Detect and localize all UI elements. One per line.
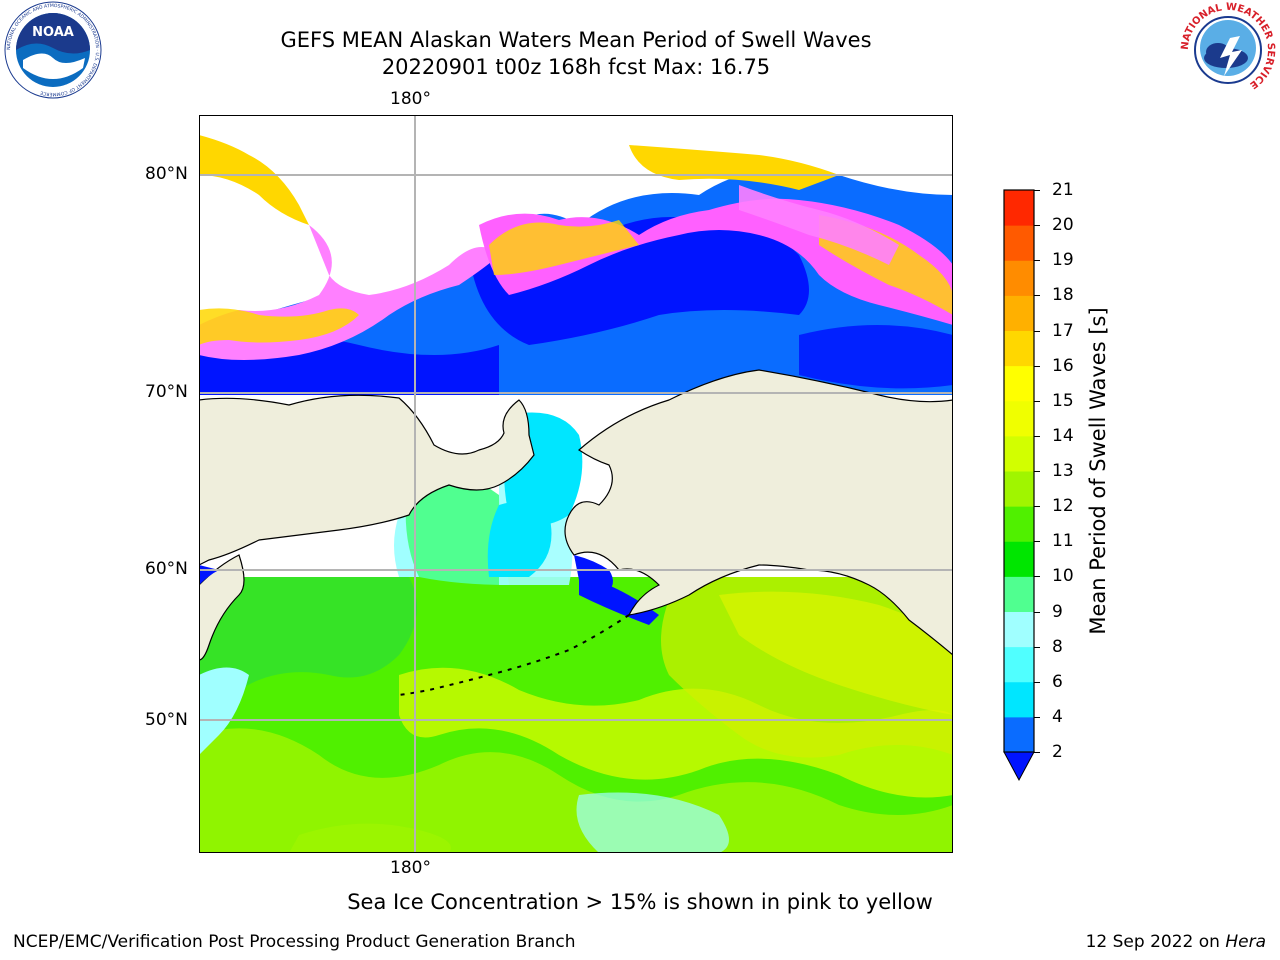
- colorbar-tick-mark: [1034, 400, 1040, 402]
- colorbar-tick-mark: [1034, 330, 1040, 332]
- sea-ice-note: Sea Ice Concentration > 15% is shown in …: [347, 890, 933, 914]
- noaa-logo-text: NOAA: [32, 25, 74, 40]
- colorbar-tick-mark: [1034, 295, 1040, 297]
- colorbar-tick-label: 17: [1052, 320, 1074, 341]
- colorbar-tick-label: 6: [1052, 671, 1063, 692]
- low-swell-region: [574, 555, 613, 595]
- map-subtitle: 20220901 t00z 168h fcst Max: 16.75: [381, 55, 771, 79]
- colorbar: [1000, 186, 1040, 786]
- colorbar-tick-mark: [1034, 576, 1040, 578]
- colorbar-segment: [1004, 541, 1034, 577]
- colorbar-tick-mark: [1034, 541, 1040, 543]
- nws-logo: NATIONAL WEATHER SERVICE: [1178, 0, 1278, 100]
- colorbar-segment: [1004, 681, 1034, 718]
- colorbar-segment: [1004, 190, 1034, 226]
- map-svg: [199, 115, 953, 853]
- colorbar-segment: [1004, 260, 1034, 296]
- swell-patch: [576, 792, 729, 853]
- sea-ice-region: [199, 135, 309, 225]
- colorbar-segment: [1004, 435, 1034, 472]
- colorbar-tick-mark: [1034, 225, 1040, 227]
- colorbar-under-triangle: [1003, 751, 1035, 782]
- colorbar-tick-label: 21: [1052, 180, 1074, 200]
- swell-patch: [289, 823, 451, 853]
- colorbar-tick-mark: [1034, 435, 1040, 437]
- sea-ice-region: [199, 308, 359, 345]
- colorbar-tick-label: 8: [1052, 636, 1063, 657]
- footer-date: 12 Sep 2022 on Hera: [1086, 932, 1266, 952]
- colorbar-tick-mark: [1034, 681, 1040, 683]
- sea-ice-region: [629, 145, 839, 190]
- noaa-logo: NOAA NATIONAL OCEANIC AND ATMOSPHERIC AD…: [3, 0, 103, 100]
- colorbar-tick-label: 16: [1052, 355, 1074, 376]
- colorbar-tick-mark: [1034, 752, 1040, 753]
- swell-patch: [719, 591, 953, 715]
- footer-host: Hera: [1225, 932, 1266, 952]
- swell-patch: [199, 667, 249, 755]
- lat-label-60n: 60°N: [145, 559, 188, 579]
- lat-label-70n: 70°N: [145, 382, 188, 402]
- colorbar-tick-label: 15: [1052, 390, 1074, 411]
- colorbar-tick-label: 13: [1052, 461, 1074, 481]
- lon-label-bottom: 180°: [390, 858, 431, 878]
- lon-label-top: 180°: [390, 89, 431, 109]
- colorbar-tick-label: 18: [1052, 285, 1074, 306]
- colorbar-segment: [1004, 400, 1034, 437]
- strait-swell-region: [487, 501, 552, 577]
- colorbar-tick-mark: [1034, 611, 1040, 613]
- colorbar-tick-label: 10: [1052, 566, 1074, 587]
- swell-patch: [199, 577, 417, 715]
- colorbar-tick-mark: [1034, 190, 1040, 191]
- colorbar-tick-mark: [1034, 506, 1040, 508]
- swell-patch: [199, 728, 953, 853]
- no-data-region: [199, 115, 953, 338]
- colorbar-tick-mark: [1034, 716, 1040, 718]
- map-panel: [199, 115, 953, 853]
- swell-patch: [405, 472, 509, 585]
- colorbar-tick-mark: [1034, 260, 1040, 262]
- graticule: [199, 115, 953, 853]
- colorbar-segment: [1004, 646, 1034, 683]
- colorbar-segment: [1004, 611, 1034, 648]
- colorbar-tick-label: 20: [1052, 215, 1074, 236]
- aleutian-islands: [398, 614, 630, 696]
- colorbar-segment: [1004, 716, 1034, 753]
- colorbar-segment: [1004, 576, 1034, 612]
- map-title: GEFS MEAN Alaskan Waters Mean Period of …: [280, 28, 872, 52]
- sea-ice-region: [739, 185, 899, 265]
- colorbar-segment: [1004, 295, 1034, 331]
- colorbar-tick-mark: [1034, 471, 1040, 472]
- sea-ice-region: [489, 220, 639, 275]
- colorbar-tick-label: 9: [1052, 601, 1063, 622]
- colorbar-segment: [1004, 225, 1034, 261]
- colorbar-segment: [1004, 471, 1034, 507]
- colorbar-tick-label: 2: [1052, 742, 1063, 762]
- lat-label-50n: 50°N: [145, 710, 188, 730]
- kamchatka-landmass: [199, 554, 245, 661]
- swell-patch: [399, 667, 953, 798]
- colorbar-segment: [1004, 330, 1034, 367]
- colorbar-tick-label: 4: [1052, 706, 1063, 727]
- colorbar-svg: [1003, 189, 1035, 782]
- low-swell-region: [799, 325, 953, 389]
- colorbar-segment: [1004, 365, 1034, 402]
- colorbar-segment: [1004, 506, 1034, 542]
- lat-label-80n: 80°N: [145, 164, 188, 184]
- alaska-landmass: [564, 369, 953, 656]
- chukotka-landmass: [199, 394, 535, 566]
- colorbar-tick-label: 11: [1052, 531, 1074, 552]
- colorbar-title: Mean Period of Swell Waves [s]: [1086, 307, 1110, 635]
- colorbar-tick-mark: [1034, 646, 1040, 648]
- colorbar-tick-label: 14: [1052, 425, 1074, 446]
- footer-credit: NCEP/EMC/Verification Post Processing Pr…: [13, 932, 576, 952]
- colorbar-tick-label: 12: [1052, 496, 1074, 517]
- footer-date-text: 12 Sep 2022 on: [1085, 932, 1226, 952]
- map-frame: [199, 115, 953, 853]
- colorbar-tick-mark: [1034, 365, 1040, 367]
- colorbar-tick-label: 19: [1052, 250, 1074, 271]
